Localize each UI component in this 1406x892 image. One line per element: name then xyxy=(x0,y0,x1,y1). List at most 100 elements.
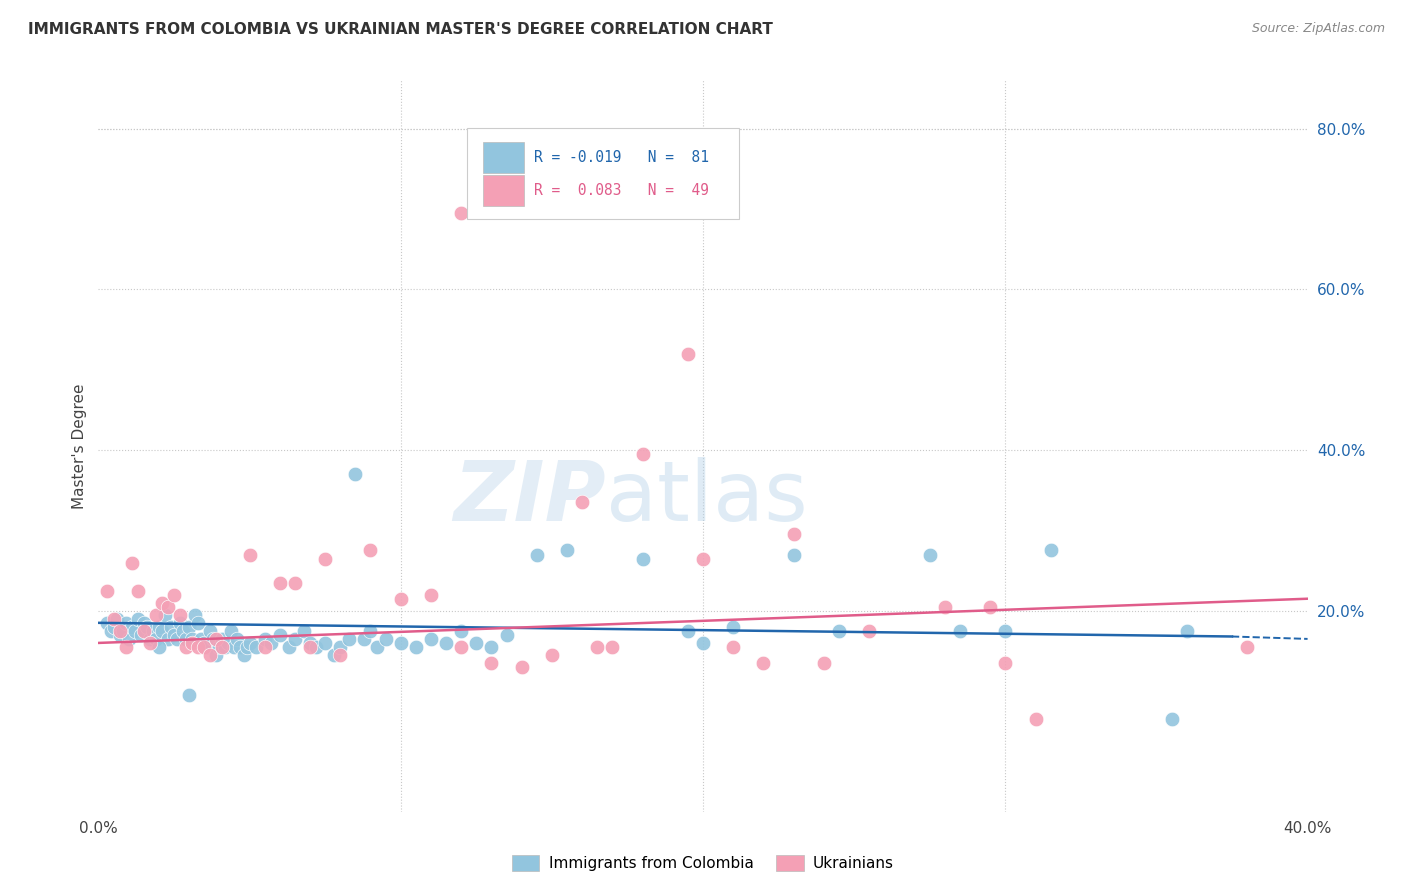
Point xyxy=(389,636,412,650)
Point xyxy=(118,632,141,646)
Point xyxy=(783,548,806,562)
Point xyxy=(121,620,143,634)
Point xyxy=(1039,543,1062,558)
Point xyxy=(277,640,299,654)
Point xyxy=(284,575,307,590)
Point xyxy=(510,660,533,674)
Point xyxy=(184,607,207,622)
Point xyxy=(166,632,188,646)
Point xyxy=(200,648,222,662)
Point xyxy=(100,624,122,638)
Point xyxy=(305,640,328,654)
Point xyxy=(676,624,699,638)
Y-axis label: Master's Degree: Master's Degree xyxy=(72,384,87,508)
Point xyxy=(96,615,118,630)
FancyBboxPatch shape xyxy=(467,128,740,219)
Point xyxy=(181,636,204,650)
Point xyxy=(269,628,291,642)
Point xyxy=(108,624,131,638)
Point xyxy=(153,607,176,622)
Point xyxy=(344,467,367,482)
Point xyxy=(353,632,375,646)
Point xyxy=(723,620,745,634)
Point xyxy=(405,640,427,654)
Point xyxy=(156,632,179,646)
Point xyxy=(235,640,257,654)
Point xyxy=(360,543,382,558)
Point xyxy=(420,632,443,646)
Point xyxy=(1024,712,1046,726)
Point xyxy=(148,640,170,654)
Point xyxy=(111,624,134,638)
Point xyxy=(366,640,388,654)
Point xyxy=(160,620,183,634)
Point xyxy=(142,624,165,638)
Point xyxy=(103,620,125,634)
Point xyxy=(360,624,382,638)
Point xyxy=(129,628,152,642)
Point xyxy=(813,656,835,670)
Point xyxy=(450,624,472,638)
Text: R =  0.083   N =  49: R = 0.083 N = 49 xyxy=(534,183,709,198)
Point xyxy=(114,640,136,654)
Point xyxy=(555,543,578,558)
Point xyxy=(676,346,699,360)
Point xyxy=(631,551,654,566)
Point xyxy=(163,628,186,642)
Point xyxy=(187,615,209,630)
Point xyxy=(994,624,1017,638)
Point xyxy=(205,648,228,662)
Point xyxy=(239,548,262,562)
Text: Source: ZipAtlas.com: Source: ZipAtlas.com xyxy=(1251,22,1385,36)
Point xyxy=(127,612,149,626)
Point xyxy=(420,588,443,602)
Point xyxy=(269,575,291,590)
Point xyxy=(858,624,880,638)
Point xyxy=(245,640,267,654)
Point xyxy=(299,636,322,650)
Point xyxy=(692,636,714,650)
Point xyxy=(253,640,276,654)
Point xyxy=(226,632,249,646)
Point xyxy=(174,632,197,646)
Point xyxy=(229,640,252,654)
Point xyxy=(103,612,125,626)
Point xyxy=(602,640,624,654)
Point xyxy=(214,640,236,654)
Point xyxy=(481,640,503,654)
Point xyxy=(540,648,562,662)
Point xyxy=(181,632,204,646)
Point xyxy=(127,583,149,598)
Point xyxy=(174,640,197,654)
Point xyxy=(631,447,654,461)
Point xyxy=(692,551,714,566)
Point xyxy=(329,640,352,654)
Point xyxy=(211,632,233,646)
Point xyxy=(526,548,548,562)
Point xyxy=(156,599,179,614)
Point xyxy=(195,640,218,654)
Point xyxy=(979,599,1001,614)
Point xyxy=(329,648,352,662)
Text: atlas: atlas xyxy=(606,457,808,538)
Point xyxy=(208,640,231,654)
Text: ZIP: ZIP xyxy=(454,457,606,538)
Point xyxy=(179,688,201,702)
Point xyxy=(949,624,972,638)
Point xyxy=(132,615,155,630)
Point xyxy=(169,615,191,630)
Point xyxy=(239,636,262,650)
Point xyxy=(190,632,212,646)
Point xyxy=(1160,712,1182,726)
Point xyxy=(96,583,118,598)
Point xyxy=(389,591,412,606)
Point xyxy=(145,607,167,622)
Point xyxy=(450,206,472,220)
Point xyxy=(571,495,593,509)
Point xyxy=(121,556,143,570)
Point xyxy=(221,624,243,638)
Point xyxy=(1175,624,1198,638)
Point xyxy=(465,636,488,650)
Point xyxy=(150,596,173,610)
Point xyxy=(586,640,609,654)
